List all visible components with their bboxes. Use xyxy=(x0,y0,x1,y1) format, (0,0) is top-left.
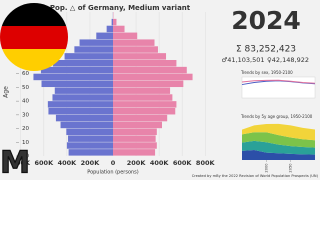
bar xyxy=(74,46,113,53)
y-tick-label: 10 xyxy=(22,140,29,146)
x-tick-label: 0 xyxy=(111,159,116,167)
total: Σ 83,252,423 xyxy=(236,45,296,55)
bar xyxy=(113,114,168,122)
year: 2024 xyxy=(231,6,301,35)
y-tick-label: 0 xyxy=(26,154,30,160)
bar xyxy=(113,66,187,74)
y-tick-label: 50 xyxy=(22,85,29,91)
y-axis-label: Age xyxy=(3,86,10,98)
area xyxy=(242,150,315,160)
bar xyxy=(52,94,113,101)
bar xyxy=(113,60,177,67)
x-tick-label: 400K xyxy=(150,159,170,167)
bar xyxy=(113,87,171,94)
credit: Created by mBy the 2022 Revision of Worl… xyxy=(192,174,319,178)
mini-chart-title: Trends by 5y age group, 1950-2100 xyxy=(240,114,313,119)
bar xyxy=(113,101,177,108)
x-tick-label: 200K xyxy=(81,159,101,167)
bar xyxy=(68,149,113,156)
flag xyxy=(0,3,68,71)
chart-title: Pop. △ of Germany, Medium variant xyxy=(50,4,191,12)
bar xyxy=(113,73,193,81)
x-tick-label: 600K xyxy=(173,159,193,167)
x-axis-label: Population (persons) xyxy=(87,170,139,176)
bar xyxy=(113,108,176,115)
bar xyxy=(40,66,113,74)
bar xyxy=(113,94,173,101)
bar xyxy=(53,60,113,67)
bar xyxy=(113,32,138,40)
area xyxy=(242,123,315,141)
area xyxy=(242,132,315,148)
x-tick-label: 600K xyxy=(35,159,55,167)
bar xyxy=(64,53,113,60)
bar xyxy=(113,149,156,156)
bar xyxy=(113,142,157,149)
bar xyxy=(111,18,113,26)
bar xyxy=(33,73,113,81)
screen: Pop. △ of Germany, Medium variant Popula… xyxy=(0,0,320,180)
male-total: ♂41,103,501 xyxy=(221,56,264,64)
bar xyxy=(113,39,155,46)
bar xyxy=(66,142,113,149)
bar xyxy=(113,128,157,136)
bar xyxy=(96,32,113,40)
y-tick-label: 40 xyxy=(22,99,29,105)
x-tick-label: 400K xyxy=(58,159,78,167)
bar xyxy=(113,80,184,88)
area xyxy=(242,140,315,155)
logo: M xyxy=(0,146,30,181)
x-tick-label: 2050 xyxy=(289,163,293,173)
bar xyxy=(55,114,113,122)
bar xyxy=(47,101,113,108)
y-tick-label: 30 xyxy=(22,112,29,118)
bar xyxy=(54,87,113,94)
x-tick-label: 200K xyxy=(127,159,147,167)
bar xyxy=(66,128,113,136)
bar xyxy=(113,53,167,60)
bar xyxy=(60,121,113,129)
bar xyxy=(41,80,113,88)
y-tick-label: 20 xyxy=(22,126,29,132)
bar xyxy=(113,135,156,142)
bar xyxy=(106,25,113,33)
bar xyxy=(48,108,113,115)
line xyxy=(241,79,316,84)
x-tick-label: 2000 xyxy=(264,163,268,173)
bar xyxy=(113,18,117,26)
bar xyxy=(68,135,113,142)
bar xyxy=(79,39,113,46)
bar xyxy=(113,46,158,53)
x-tick-label: 800K xyxy=(196,159,216,167)
female-total: ♀42,148,922 xyxy=(267,56,309,64)
x-tick-label: 800K xyxy=(11,159,31,167)
mini-chart-title: Trends by sex, 1950-2100 xyxy=(240,70,293,75)
y-tick-label: 60 xyxy=(22,71,29,77)
bar xyxy=(113,121,162,129)
bar xyxy=(113,25,125,33)
